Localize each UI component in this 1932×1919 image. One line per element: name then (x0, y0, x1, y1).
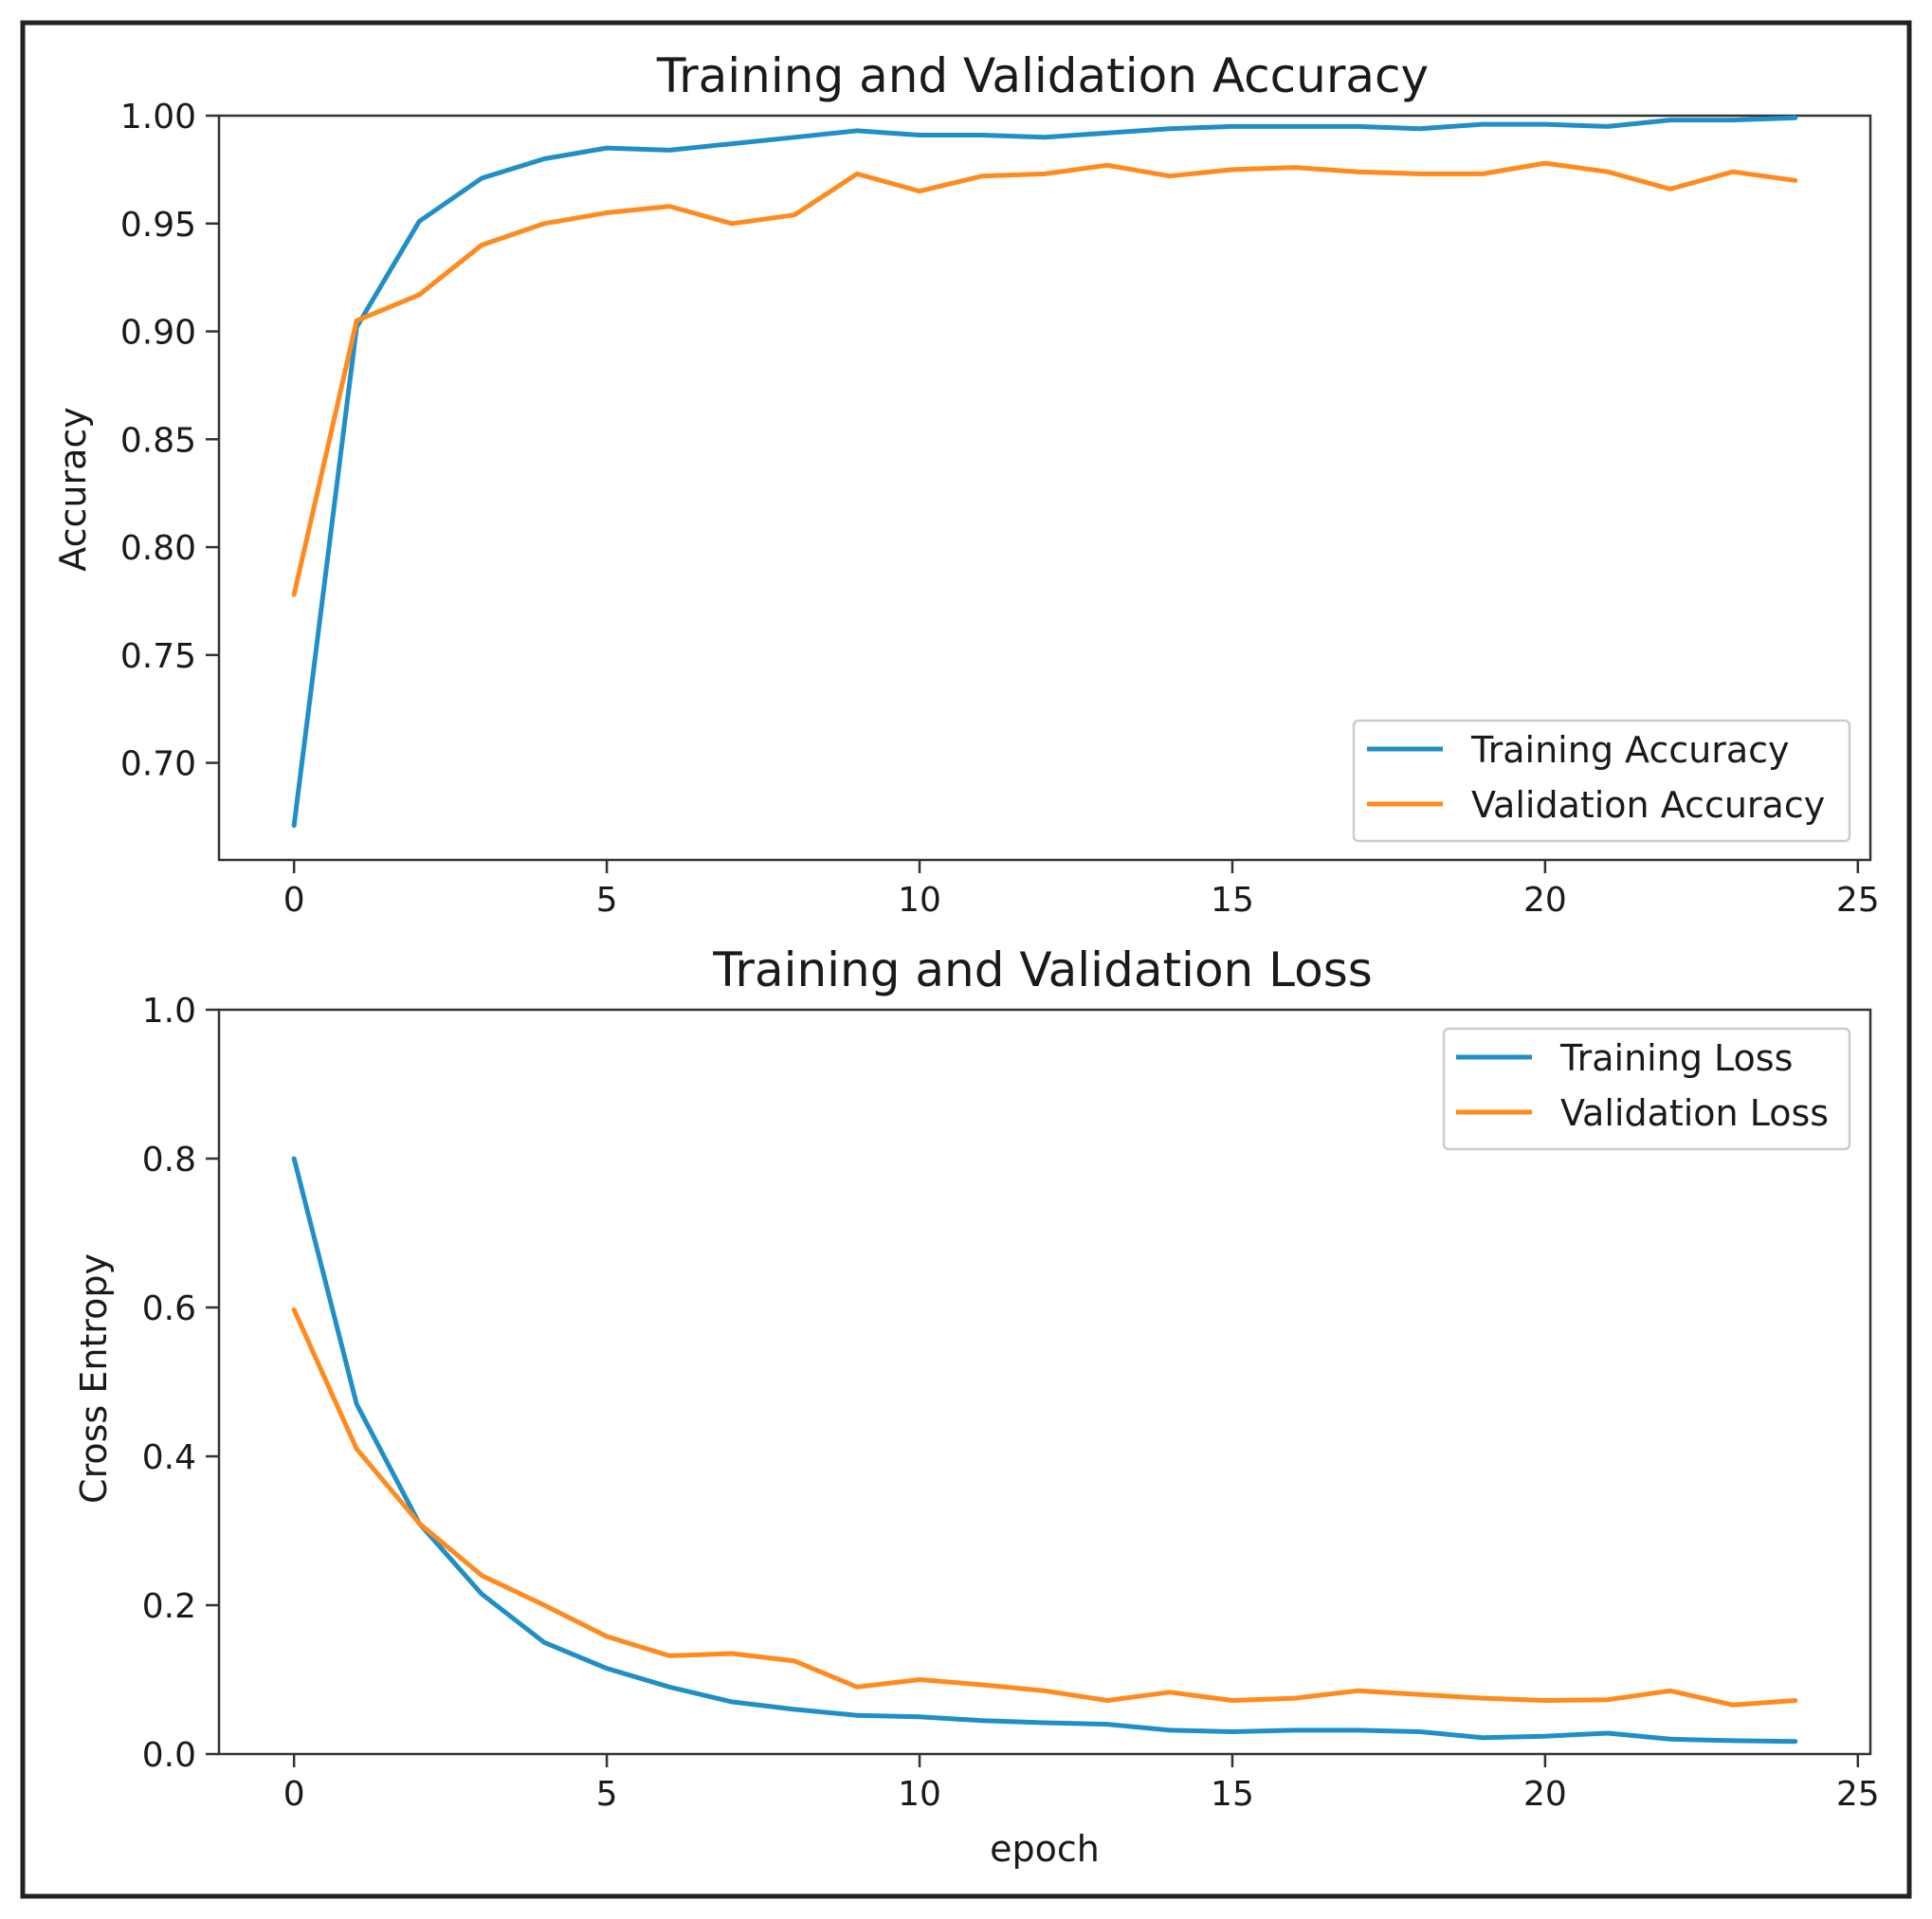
loss-legend-box (1442, 1027, 1851, 1151)
loss-legend: Training Loss Validation Loss (1442, 1027, 1851, 1151)
loss-x-tick-label: 10 (898, 1775, 941, 1814)
accuracy-x-tick-label: 25 (1836, 881, 1880, 920)
accuracy-y-tick-label: 0.85 (120, 421, 196, 460)
accuracy-x-tick-label: 5 (596, 881, 618, 920)
accuracy-series-line-training (291, 115, 1798, 829)
loss-x-tick-label: 25 (1836, 1775, 1880, 1814)
accuracy-series-line-validation (291, 160, 1798, 597)
accuracy-y-tick-label: 0.70 (120, 745, 196, 784)
accuracy-y-tick-label: 0.90 (120, 314, 196, 353)
loss-chart-xlabel: epoch (990, 1828, 1100, 1870)
loss-x-tick-label: 20 (1523, 1775, 1567, 1814)
accuracy-y-ticks: 0.70 0.75 0.80 0.85 0.90 0.95 1.00 (120, 98, 219, 784)
figure-frame (20, 20, 1912, 1899)
loss-x-tick-label: 0 (283, 1775, 305, 1814)
accuracy-legend-label-validation: Validation Accuracy (1471, 784, 1825, 826)
loss-y-tick-label: 0.0 (142, 1736, 196, 1775)
accuracy-x-tick-label: 15 (1211, 881, 1254, 920)
loss-y-tick-label: 0.2 (142, 1587, 196, 1626)
accuracy-legend-box (1352, 719, 1851, 843)
loss-x-tick-label: 5 (596, 1775, 618, 1814)
loss-y-tick-label: 0.4 (142, 1438, 196, 1477)
loss-y-tick-label: 0.8 (142, 1141, 196, 1179)
accuracy-x-tick-label: 0 (283, 881, 305, 920)
accuracy-y-tick-label: 1.00 (120, 98, 196, 137)
accuracy-chart-title: Training and Validation Accuracy (656, 48, 1429, 103)
accuracy-legend: Training Accuracy Validation Accuracy (1352, 719, 1851, 843)
accuracy-x-tick-label: 10 (898, 881, 941, 920)
accuracy-y-tick-label: 0.75 (120, 637, 196, 676)
accuracy-y-tick-label: 0.95 (120, 206, 196, 245)
loss-y-ticks: 0.0 0.2 0.4 0.6 0.8 1.0 (142, 992, 219, 1775)
accuracy-x-tick-label: 20 (1523, 881, 1567, 920)
accuracy-legend-label-training: Training Accuracy (1470, 729, 1790, 771)
loss-legend-label-validation: Validation Loss (1560, 1092, 1829, 1134)
loss-series-lines (291, 1156, 1798, 1745)
loss-y-tick-label: 1.0 (142, 992, 196, 1031)
accuracy-x-ticks: 0 5 10 15 20 25 (283, 860, 1880, 920)
loss-series-line-training (291, 1156, 1798, 1745)
loss-legend-label-training: Training Loss (1559, 1037, 1793, 1079)
loss-x-ticks: 0 5 10 15 20 25 (283, 1754, 1880, 1814)
loss-y-tick-label: 0.6 (142, 1289, 196, 1328)
accuracy-chart-ylabel: Accuracy (52, 407, 94, 572)
accuracy-chart: Training and Validation Accuracy Accurac… (52, 48, 1880, 920)
accuracy-y-tick-label: 0.80 (120, 529, 196, 568)
loss-chart-title: Training and Validation Loss (712, 942, 1373, 997)
loss-chart: Training and Validation Loss Cross Entro… (73, 942, 1880, 1870)
loss-x-tick-label: 15 (1211, 1775, 1254, 1814)
accuracy-series-lines (291, 115, 1798, 829)
loss-chart-ylabel: Cross Entropy (73, 1253, 115, 1504)
loss-series-line-validation (291, 1307, 1798, 1708)
